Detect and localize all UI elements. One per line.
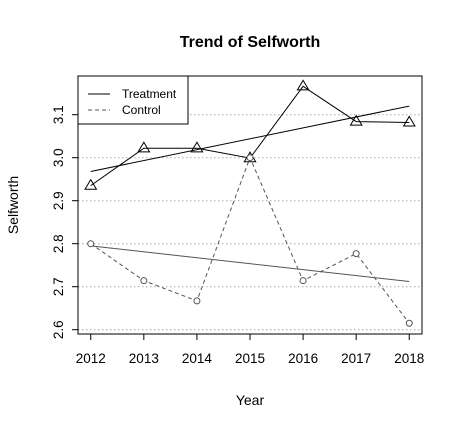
point-treatment (349, 114, 363, 126)
series-line-control (90, 156, 410, 324)
x-tick-label: 2012 (76, 351, 106, 366)
trend-line-control (90, 245, 410, 283)
point-control (140, 277, 148, 285)
y-axis-label: Selfworth (5, 176, 21, 234)
x-tick-label: 2015 (235, 351, 265, 366)
y-tick-label: 2.6 (51, 320, 66, 339)
x-tick-label: 2013 (129, 351, 159, 366)
y-axis: 2.6 2.7 2.8 2.9 3.0 3.1 (51, 105, 78, 339)
x-tick-label: 2014 (182, 351, 213, 366)
y-tick-label: 2.9 (51, 191, 66, 210)
point-control (352, 250, 360, 258)
trend-line-treatment (90, 105, 410, 172)
x-tick-label: 2017 (341, 351, 371, 366)
point-treatment (190, 141, 204, 153)
point-treatment (137, 141, 151, 153)
y-tick-label: 2.7 (51, 277, 66, 296)
chart-title: Trend of Selfworth (180, 34, 320, 51)
point-control (405, 319, 413, 327)
point-control (193, 297, 201, 305)
point-treatment (84, 178, 98, 190)
point-control (299, 277, 307, 285)
y-tick-label: 2.8 (51, 234, 66, 253)
point-treatment (296, 79, 310, 91)
legend-label-control: Control (122, 103, 161, 117)
x-tick-label: 2016 (288, 351, 318, 366)
x-axis-label: Year (236, 392, 265, 408)
legend-box (77, 75, 189, 125)
y-tick-label: 3.1 (51, 105, 66, 124)
legend-label-treatment: Treatment (122, 87, 177, 101)
grid (78, 114, 422, 331)
point-control (87, 240, 95, 248)
plot-series (84, 79, 416, 327)
point-treatment (402, 115, 416, 127)
x-axis: 2012 2013 2014 2015 2016 2017 2018 (76, 334, 424, 366)
point-control (246, 154, 254, 162)
y-tick-label: 3.0 (51, 148, 66, 167)
x-tick-label: 2018 (394, 351, 424, 366)
legend: Treatment Control (77, 75, 189, 125)
